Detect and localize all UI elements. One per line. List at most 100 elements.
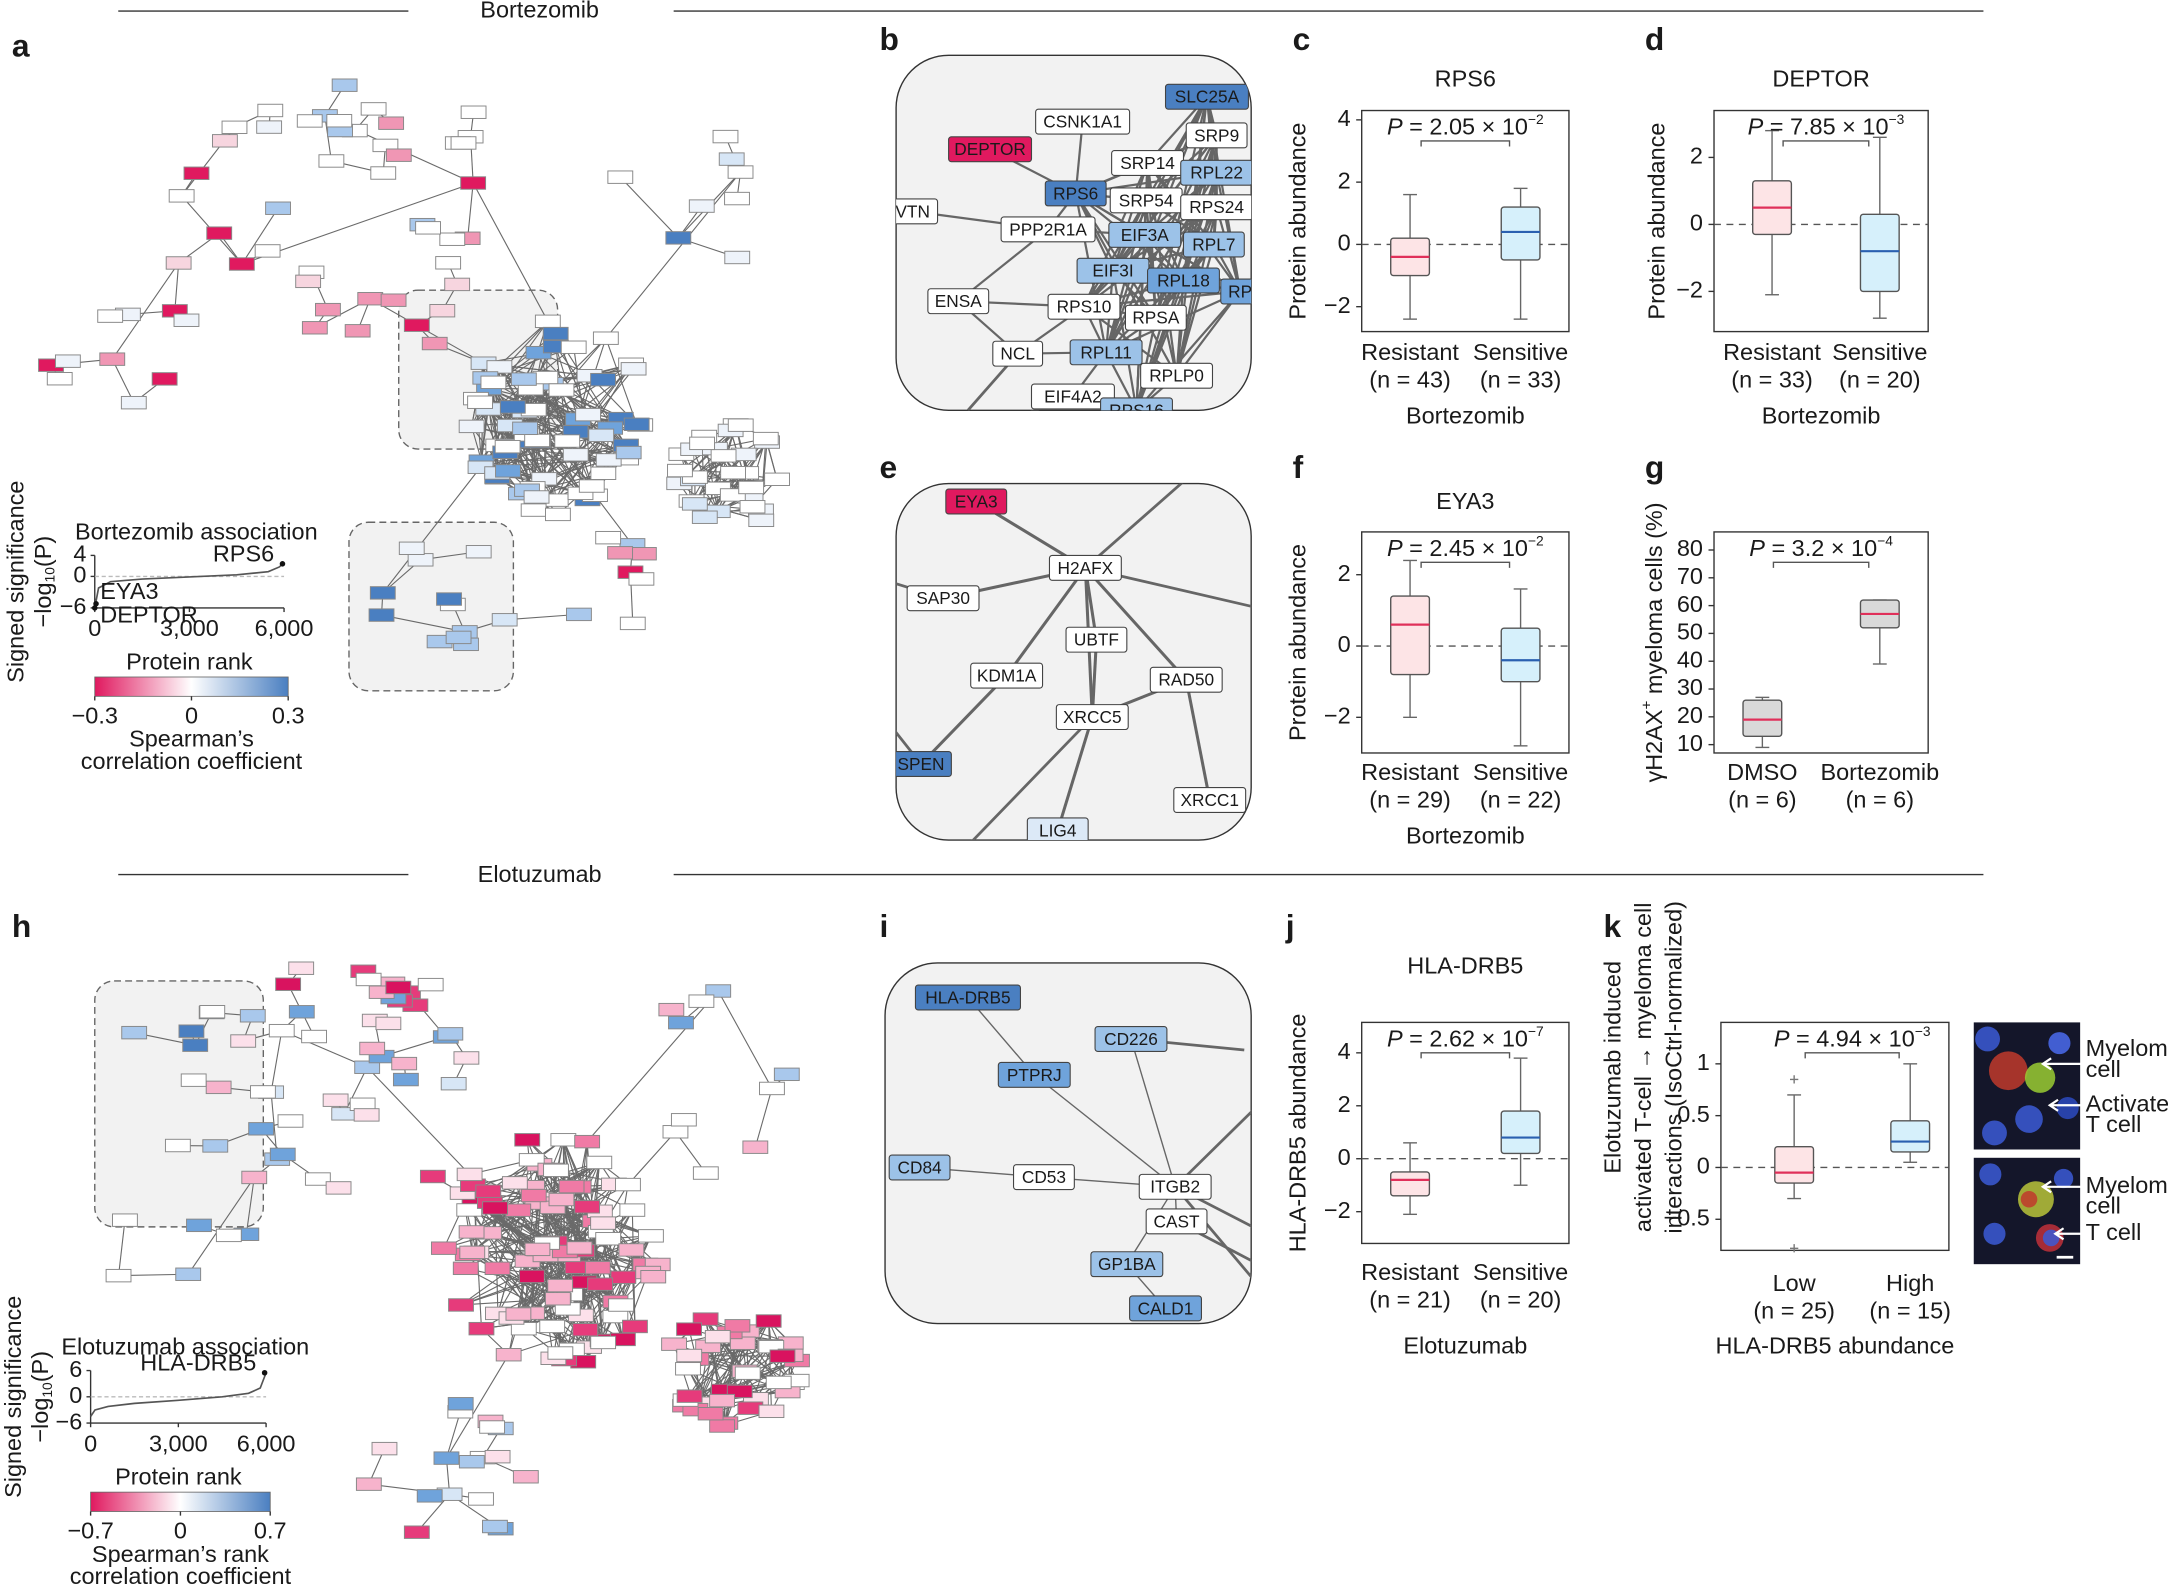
network-node [512,1470,539,1484]
network-node [539,1319,566,1334]
network-node [354,1060,381,1074]
node-label: EIF3A [1121,225,1169,245]
group-n: (n = 20) [1839,367,1921,393]
network-node [543,1163,569,1178]
node-label: RPS6 [1053,183,1098,203]
y-tick-label: 2 [1338,167,1351,193]
network-edge [445,1411,461,1459]
y-tick-label: 30 [1677,674,1703,700]
network-node [542,326,569,341]
panel-letter: b [880,21,899,57]
network-node [183,166,210,180]
network-node [206,226,233,240]
cell [2048,1032,2071,1055]
network-edge [561,337,607,391]
network-node [608,1298,634,1312]
network-edge [445,1354,510,1459]
network-edge [382,466,481,594]
colorbar-label: Spearman’s [129,726,254,752]
network-node [385,148,412,162]
network-node [510,372,537,386]
cell [1982,1120,2007,1146]
panel-letter: g [1645,449,1664,485]
network-node [622,1319,648,1334]
network-node [295,274,322,289]
network-edge [366,1066,471,1175]
network-node [620,362,647,376]
network-node [468,1321,495,1336]
panel-letter: k [1603,908,1621,944]
network-node [697,1407,724,1421]
subnet-edge [1184,679,1212,801]
subnet-node [1012,1164,1075,1191]
y-axis-label: HLA-DRB5 abundance [1285,1014,1311,1253]
x-axis-label: Bortezomib [1406,822,1525,848]
label-part: = 2.05 × 10 [1403,114,1528,140]
network-node [691,510,718,524]
label-part: P [1749,535,1765,561]
arrow [2047,1098,2083,1112]
network-node [112,1213,138,1227]
node-label: ITGB2 [1150,1177,1200,1197]
label-part: myeloma cells (%) [1641,502,1667,700]
network-node [658,1002,685,1017]
node-label: UBTF [1074,630,1119,650]
subnet-node [896,198,939,225]
subnet-edge [1146,162,1242,293]
subnet-node [1124,304,1187,331]
group-label: Sensitive [1473,339,1568,365]
cell [2056,1097,2079,1120]
box [1500,1110,1541,1155]
group-label: Low [1773,1270,1816,1296]
network-edge [270,1030,283,1093]
network-node [574,1134,601,1149]
subnetwork: EYA3 H2AFX SAP30 UBTF KDM1A RAD50 XRCC5 SPEN XRC… [896,483,1252,841]
network-node [738,480,765,495]
network-node [180,1073,207,1087]
group-label: High [1886,1270,1934,1296]
y-tick-label: 0 [73,562,86,588]
network-node [668,1015,694,1030]
network-node [560,340,587,354]
group-label: Sensitive [1473,1259,1568,1285]
network-node [765,1375,792,1390]
network-edge [488,408,629,454]
y-tick-label: 10 [1677,730,1703,756]
network-node [524,433,551,448]
network-node [578,479,605,493]
group-label: Resistant [1361,1259,1459,1285]
network-node [275,977,302,991]
network-edge [467,182,474,239]
network-node [512,421,538,436]
network-node [575,407,602,422]
network-node [445,630,472,645]
group-n: (n = 43) [1369,367,1451,393]
network-node [590,466,617,480]
subnet-edge [1174,1185,1252,1286]
network-node [430,1241,457,1255]
node-label: RP [1228,281,1252,301]
section-rules [118,10,1984,876]
network-node [676,1389,703,1403]
plot-frame [1713,531,1929,754]
image-label: T cell [2086,1219,2142,1245]
network-node [595,453,622,467]
network-node [175,1267,202,1281]
network-node [499,400,526,414]
network-node [520,1188,547,1203]
label-part: γH2AX [1641,709,1667,782]
network-node [257,103,284,118]
network-node [704,1329,731,1344]
network-node [739,500,766,514]
plot-frame [1361,1021,1570,1245]
y-tick-label: 0 [1338,1144,1351,1170]
cell [1988,1051,2028,1091]
label-part: −4 [1877,532,1893,548]
network-node [709,1419,736,1433]
network-node [607,170,634,184]
network-edge [492,382,499,478]
network-node [558,1179,585,1194]
y-axis-label: interactions (IsoCtrl-normalized) [1661,901,1687,1234]
p-bracket [1420,561,1511,568]
node-label: RPS10 [1057,297,1112,317]
